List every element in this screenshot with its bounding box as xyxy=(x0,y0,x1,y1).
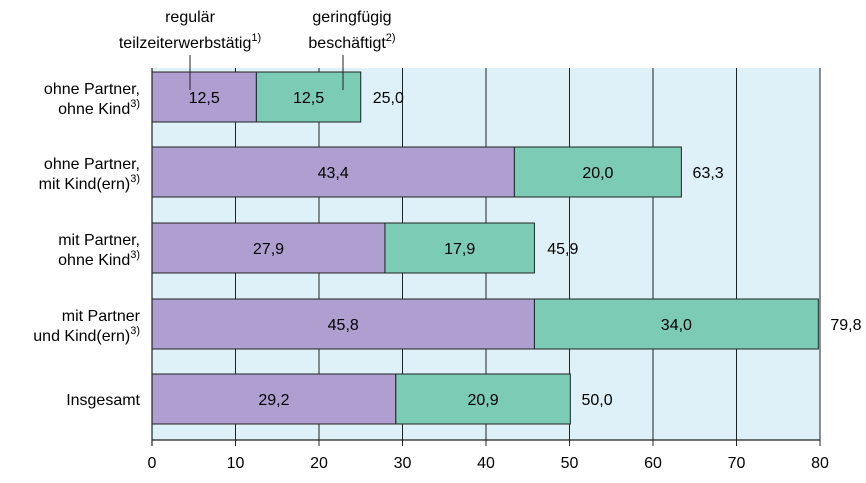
x-tick-label: 60 xyxy=(644,455,662,472)
category-label-line: Insgesamt xyxy=(66,392,140,409)
x-tick-label: 30 xyxy=(394,455,412,472)
legend: regulär teilzeiterwerbstätig1) geringfügig… xyxy=(119,9,396,90)
bars: 12,5 12,5 25,0 43,4 20,0 63,3 27,9 17,9 45,9 45,8… xyxy=(151,71,862,425)
x-tick-label: 40 xyxy=(477,455,495,472)
bar-segment-series-1 xyxy=(151,71,257,123)
bar-segment-series-2 xyxy=(533,298,819,350)
bar-total-label: 79,8 xyxy=(830,317,861,334)
x-tick-label: 10 xyxy=(227,455,245,472)
bar-value-label: 20,9 xyxy=(468,392,499,409)
bar-segment-series-2 xyxy=(513,146,682,198)
bar-value-label: 27,9 xyxy=(253,241,284,258)
category-label-line: ohne Partner, xyxy=(44,156,140,173)
bar-segment-series-2 xyxy=(384,222,535,274)
bar-segment-series-1 xyxy=(151,222,386,274)
category-label-line: ohne Kind3) xyxy=(58,98,140,118)
bar-value-label: 45,8 xyxy=(328,317,359,334)
category-label-line: ohne Partner, xyxy=(44,81,140,98)
category-labels: ohne Partner,ohne Kind3)ohne Partner,mit… xyxy=(33,81,140,409)
bar-value-label: 20,0 xyxy=(582,165,613,182)
legend-label-line: teilzeiterwerbstätig1) xyxy=(119,32,261,52)
legend-label-line: regulär xyxy=(165,9,215,26)
legend-label-line: geringfügig xyxy=(312,9,391,26)
category-label-line: mit Partner xyxy=(62,308,141,325)
bar-segment-series-2 xyxy=(395,373,571,425)
bar-value-label: 34,0 xyxy=(661,317,692,334)
bar-value-label: 29,2 xyxy=(258,392,289,409)
category-label-line: mit Kind(ern)3) xyxy=(39,173,140,193)
category-label-line: ohne Kind3) xyxy=(58,249,140,269)
bar-segment-series-1 xyxy=(151,298,535,350)
x-tick-label: 50 xyxy=(561,455,579,472)
bar-total-label: 50,0 xyxy=(582,392,613,409)
x-tick-label: 20 xyxy=(310,455,328,472)
bar-total-label: 45,9 xyxy=(547,241,578,258)
bar-total-label: 25,0 xyxy=(373,90,404,107)
bar-value-label: 12,5 xyxy=(189,90,220,107)
bar-value-label: 12,5 xyxy=(293,90,324,107)
category-label-line: und Kind(ern)3) xyxy=(33,325,140,345)
bar-segment-series-1 xyxy=(151,373,397,425)
bar-total-label: 63,3 xyxy=(693,165,724,182)
bar-segment-series-1 xyxy=(151,146,515,198)
axes xyxy=(151,68,821,446)
category-label-line: mit Partner, xyxy=(58,232,140,249)
x-tick-label: 80 xyxy=(811,455,829,472)
x-tick-label: 0 xyxy=(148,455,157,472)
bar-value-label: 17,9 xyxy=(444,241,475,258)
legend-label-line: beschäftigt2) xyxy=(308,32,395,52)
x-tick-label: 70 xyxy=(728,455,746,472)
x-tick-labels: 0 10 20 30 40 50 60 70 80 xyxy=(148,455,829,472)
bar-value-label: 43,4 xyxy=(318,165,349,182)
